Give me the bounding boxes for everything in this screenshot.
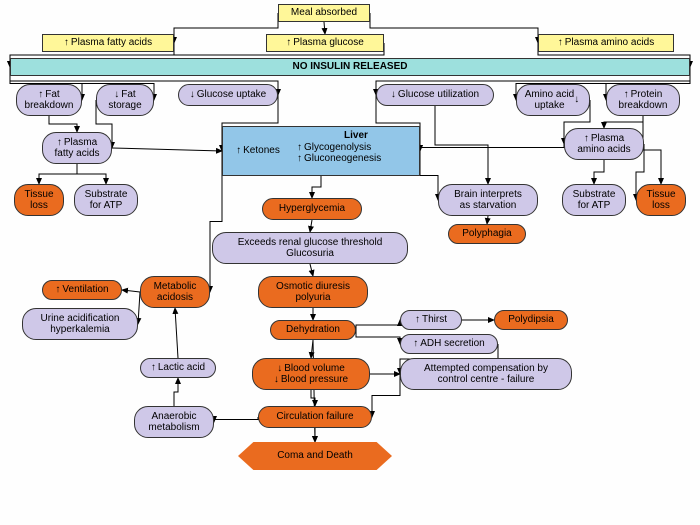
node-ventilation: Ventilation [42,280,122,300]
node-coma: Coma and Death [238,442,392,470]
node-brain-starv: Brain interprets as starvation [438,184,538,216]
node-adh: ADH secretion [400,334,498,354]
node-tissue-loss-r: Tissue loss [636,184,686,216]
node-lactic: Lactic acid [140,358,216,378]
node-fat-store: Fat storage [96,84,154,116]
node-met-acidosis: Metabolic acidosis [140,276,210,308]
node-thirst: Thirst [400,310,462,330]
node-fat-break: Fat breakdown [16,84,82,116]
node-polyphagia: Polyphagia [448,224,526,244]
node-gluc-uptake: Glucose uptake [178,84,278,106]
node-pg-top: Plasma glucose [266,34,384,52]
node-pfa2: Plasma fatty acids [42,132,112,164]
node-hypergly: Hyperglycemia [262,198,362,220]
node-aa-uptake: Amino acid uptake [516,84,590,116]
node-polydipsia: Polydipsia [494,310,568,330]
node-sub-atp-r: Substrate for ATP [562,184,626,216]
node-paa2: Plasma amino acids [564,128,644,160]
node-tissue-loss-l: Tissue loss [14,184,64,216]
node-sub-atp-l: Substrate for ATP [74,184,138,216]
node-pfa-top: Plasma fatty acids [42,34,174,52]
node-osmotic: Osmotic diuresis polyuria [258,276,368,308]
node-prot-break: Protein breakdown [606,84,680,116]
node-circ-fail: Circulation failure [258,406,372,428]
node-compensation: Attempted compensation by control centre… [400,358,572,390]
node-blood: Blood volume Blood pressure [252,358,370,390]
node-liver: Ketones Liver Glycogenolysis Gluconeogen… [222,126,420,176]
node-gluc-util: Glucose utilization [376,84,494,106]
node-urine-acid: Urine acidification hyperkalemia [22,308,138,340]
node-no-insulin: NO INSULIN RELEASED [10,58,690,76]
node-meal: Meal absorbed [278,4,370,22]
node-paa-top: Plasma amino acids [538,34,674,52]
node-anaerobic: Anaerobic metabolism [134,406,214,438]
node-renal: Exceeds renal glucose threshold Glucosur… [212,232,408,264]
node-dehydration: Dehydration [270,320,356,340]
